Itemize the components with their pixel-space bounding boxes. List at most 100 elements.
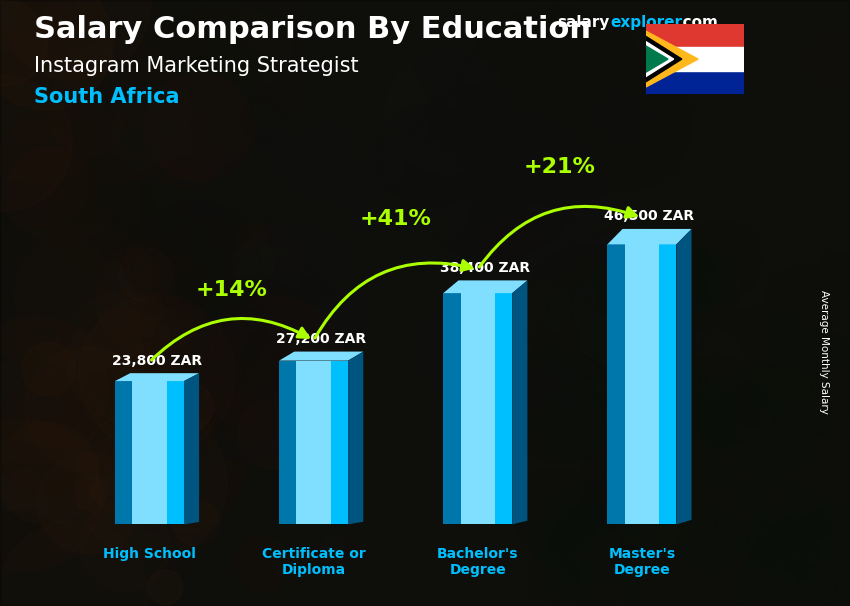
- Circle shape: [759, 327, 850, 435]
- Circle shape: [736, 547, 838, 606]
- Text: Bachelor's
Degree: Bachelor's Degree: [437, 547, 518, 577]
- Circle shape: [764, 265, 840, 340]
- Circle shape: [616, 479, 689, 551]
- Circle shape: [314, 288, 369, 342]
- Text: 27,200 ZAR: 27,200 ZAR: [276, 332, 366, 346]
- Circle shape: [200, 295, 345, 441]
- Polygon shape: [279, 351, 363, 361]
- Circle shape: [536, 385, 612, 460]
- Circle shape: [14, 224, 162, 372]
- Circle shape: [613, 333, 706, 427]
- Circle shape: [156, 468, 196, 508]
- Circle shape: [151, 400, 275, 524]
- Circle shape: [42, 0, 167, 93]
- Circle shape: [601, 460, 650, 510]
- Circle shape: [586, 265, 639, 318]
- Circle shape: [4, 138, 140, 274]
- Polygon shape: [461, 293, 495, 524]
- Circle shape: [0, 511, 83, 606]
- Polygon shape: [444, 281, 527, 293]
- Circle shape: [95, 241, 208, 354]
- Circle shape: [8, 147, 89, 227]
- Circle shape: [50, 474, 90, 514]
- Circle shape: [231, 241, 275, 284]
- Circle shape: [616, 497, 755, 606]
- Circle shape: [541, 305, 663, 428]
- Circle shape: [0, 125, 89, 227]
- Circle shape: [224, 221, 375, 372]
- Circle shape: [201, 76, 336, 210]
- Circle shape: [717, 367, 824, 474]
- Bar: [646, 24, 744, 47]
- Circle shape: [89, 476, 139, 526]
- Circle shape: [0, 363, 88, 511]
- Circle shape: [518, 280, 571, 333]
- Circle shape: [0, 76, 72, 211]
- Circle shape: [22, 342, 76, 396]
- Circle shape: [86, 431, 170, 516]
- Circle shape: [371, 365, 465, 460]
- Text: 46,500 ZAR: 46,500 ZAR: [604, 209, 694, 224]
- Circle shape: [523, 245, 661, 383]
- Circle shape: [0, 27, 88, 139]
- Circle shape: [787, 505, 850, 599]
- Circle shape: [241, 0, 303, 54]
- Circle shape: [0, 220, 111, 364]
- Circle shape: [679, 220, 761, 302]
- Text: +41%: +41%: [360, 209, 432, 229]
- Circle shape: [168, 316, 214, 362]
- Circle shape: [559, 60, 691, 191]
- Circle shape: [115, 156, 268, 309]
- Text: Average Monthly Salary: Average Monthly Salary: [819, 290, 829, 413]
- Polygon shape: [279, 361, 297, 524]
- Polygon shape: [646, 46, 668, 72]
- Circle shape: [94, 448, 139, 494]
- Circle shape: [570, 192, 711, 334]
- Circle shape: [58, 92, 123, 157]
- Circle shape: [641, 369, 732, 459]
- Circle shape: [534, 480, 659, 605]
- Circle shape: [173, 499, 219, 546]
- Circle shape: [0, 316, 108, 464]
- Circle shape: [592, 347, 697, 453]
- Polygon shape: [513, 281, 527, 524]
- Circle shape: [25, 347, 150, 471]
- Bar: [646, 71, 744, 94]
- Circle shape: [7, 469, 42, 505]
- Circle shape: [550, 502, 635, 587]
- Circle shape: [579, 282, 595, 298]
- Circle shape: [604, 352, 735, 484]
- Circle shape: [110, 92, 204, 186]
- Circle shape: [3, 373, 100, 471]
- Circle shape: [242, 321, 324, 402]
- Circle shape: [366, 256, 468, 359]
- Circle shape: [634, 264, 665, 295]
- Polygon shape: [608, 244, 625, 524]
- Circle shape: [348, 136, 472, 259]
- Circle shape: [185, 419, 218, 453]
- Circle shape: [646, 304, 693, 350]
- Circle shape: [79, 296, 235, 452]
- Circle shape: [218, 395, 405, 582]
- Circle shape: [679, 510, 742, 573]
- Circle shape: [816, 253, 850, 298]
- Circle shape: [594, 89, 650, 145]
- Polygon shape: [115, 373, 199, 381]
- Circle shape: [0, 0, 150, 80]
- Circle shape: [0, 521, 149, 606]
- Circle shape: [213, 7, 292, 85]
- Text: explorer: explorer: [610, 15, 683, 30]
- Circle shape: [82, 339, 219, 477]
- Circle shape: [156, 536, 193, 573]
- Circle shape: [550, 558, 592, 600]
- Text: Salary Comparison By Education: Salary Comparison By Education: [34, 15, 591, 44]
- Circle shape: [37, 65, 114, 142]
- Circle shape: [207, 296, 343, 432]
- Polygon shape: [646, 32, 698, 87]
- Bar: [646, 47, 744, 71]
- Circle shape: [545, 382, 617, 454]
- Circle shape: [806, 31, 850, 86]
- Circle shape: [275, 292, 355, 373]
- Circle shape: [697, 307, 818, 427]
- Polygon shape: [646, 42, 674, 76]
